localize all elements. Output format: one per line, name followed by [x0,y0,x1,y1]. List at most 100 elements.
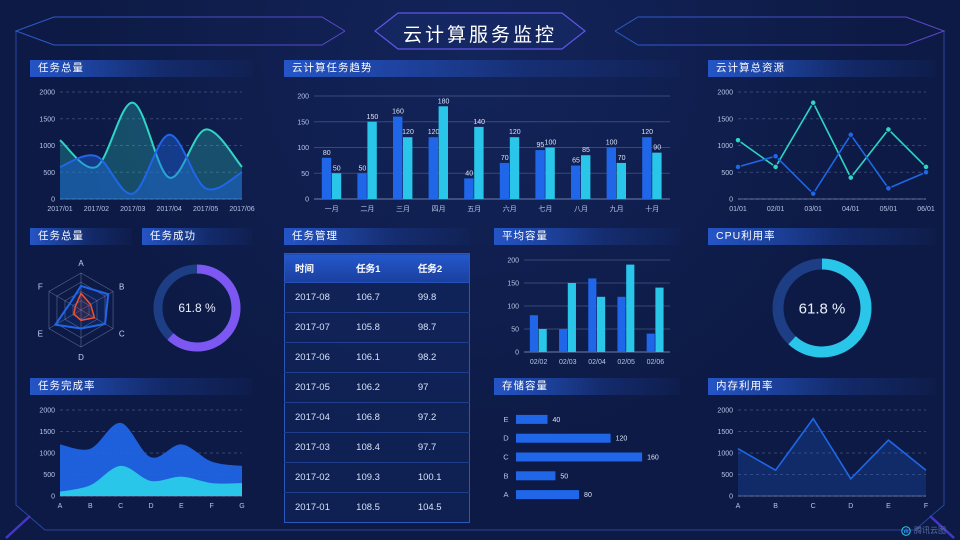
hbar [516,490,580,500]
bar-value-label: 80 [323,150,331,157]
cloud-resources-line-chart: 0 500 1000 1500 2000 01/01 02/01 03/01 04/01 05/0… [708,80,936,215]
axis-label: 03/01 [804,206,822,213]
bar-value-label: 65 [572,158,580,165]
axis-label: F [924,503,928,510]
axis-label: F [210,503,214,510]
bar-value-label: 160 [392,109,404,116]
axis-label: 七月 [538,204,552,213]
axis-label: C [811,503,816,510]
bar-value-label: 100 [606,140,618,147]
hbar-value-label: 80 [584,492,592,499]
panel-title-task-radar: 任务总量 [30,228,132,245]
bar-value-label: 90 [653,145,661,152]
table-header-cell: 时间 [284,253,347,283]
axis-label: 1000 [39,143,55,150]
brand-name: 腾讯云图 [914,526,946,535]
bar [529,315,538,352]
bar [581,155,591,199]
table-cell: 97 [407,372,470,403]
bar [509,137,520,199]
table-cell: 97.2 [407,402,470,433]
bar-value-label: 120 [428,129,440,136]
task-radar-chart: A B C D E F [30,248,132,368]
axis-label: 二月 [360,205,374,213]
area-fill [738,418,926,496]
table-cell: 108.5 [346,492,408,523]
axis-label: 2000 [717,408,733,415]
axis-label: 一月 [325,205,339,213]
axis-label: 2000 [39,90,55,97]
table-cell: 108.4 [346,432,408,463]
table-header-cell: 任务2 [407,253,470,283]
panel-title-cpu-usage: CPU利用率 [708,228,936,245]
bar [652,152,662,199]
panel-task-trend: 云计算任务趋势 0 50 100 150 200 一月 二月 三月 四月 五月 六月 七月 八月 九月 十月… [284,60,680,215]
table-cell: 106.2 [346,372,408,403]
axis-label: A [736,503,741,510]
panel-title-task-table: 任务管理 [284,228,470,245]
table-cell: 106.8 [346,402,408,433]
bar-value-label: 50 [359,165,367,172]
axis-label: 150 [297,119,309,126]
cpu-usage-donut-chart: 61.8 % [708,248,936,368]
bar-value-label: 120 [641,129,653,136]
bar [321,157,332,199]
table-cell: 2017-02 [284,462,347,493]
table-cell: 2017-03 [284,432,347,463]
panel-title-memory-usage: 内存利用率 [708,378,936,395]
axis-label: 02/04 [588,359,606,366]
bar [606,147,616,199]
axis-label: 2000 [39,408,55,415]
panel-task-success: 任务成功 61.8 % [142,228,252,368]
table-row: 2017-07 105.8 98.7 [284,312,470,343]
panel-memory-usage: 内存利用率 0 500 1000 1500 2000 A B C D E F [708,378,936,512]
panel-title-avg-capacity: 平均容量 [494,228,680,245]
bar [559,329,568,352]
axis-label: 十月 [645,204,659,213]
panel-task-table: 任务管理 时间 任务1 任务2 2017-08 106.7 99.8 2017-07 105… [284,228,470,523]
axis-label: 八月 [574,205,588,213]
table-cell: 2017-07 [284,312,347,343]
bar [597,296,606,352]
bar-value-label: 70 [501,155,509,162]
panel-title-task-success: 任务成功 [142,228,252,245]
bar-value-label: 140 [473,119,485,126]
hbar-value-label: 40 [553,417,561,424]
data-point [847,131,855,139]
radar-axis-label: E [38,330,43,339]
axis-label: 2017/03 [120,206,145,213]
table-row: 2017-05 106.2 97 [284,372,470,403]
brand-logo-icon [901,525,911,536]
bar [499,162,510,199]
axis-label: 04/01 [842,206,860,213]
axis-label: 05/01 [880,206,898,213]
axis-label: 100 [507,304,519,311]
axis-label: 2017/01 [47,206,72,213]
panel-cloud-resources: 云计算总资源 0 500 1000 1500 2000 01/01 02/01 03/01 04… [708,60,936,215]
table-cell: 98.7 [407,312,470,343]
line-series [737,101,927,180]
axis-label: 500 [721,170,733,177]
radar-axis-label: D [78,353,84,362]
bar [357,173,367,199]
bar [367,121,377,199]
data-point [885,185,892,192]
table-cell: 98.2 [407,342,470,373]
axis-label: D [503,434,509,443]
panel-task-radar: 任务总量 A B C D E F [30,228,132,368]
axis-label: 1000 [717,451,733,458]
table-cell: 100.1 [407,462,470,493]
axis-label: 2017/05 [193,206,218,213]
hbar [516,471,556,481]
axis-label: 02/03 [559,359,577,366]
bar [464,178,474,199]
axis-label: G [239,503,244,510]
axis-label: 四月 [432,205,446,213]
axis-label: 六月 [503,204,517,213]
bar-value-label: 150 [367,114,379,121]
axis-label: 2017/04 [157,206,182,213]
task-table: 时间 任务1 任务2 2017-08 106.7 99.8 2017-07 105.8 98.… [284,253,470,523]
axis-label: E [886,503,891,510]
panel-title-task-trend: 云计算任务趋势 [284,60,680,77]
bar [626,264,635,352]
